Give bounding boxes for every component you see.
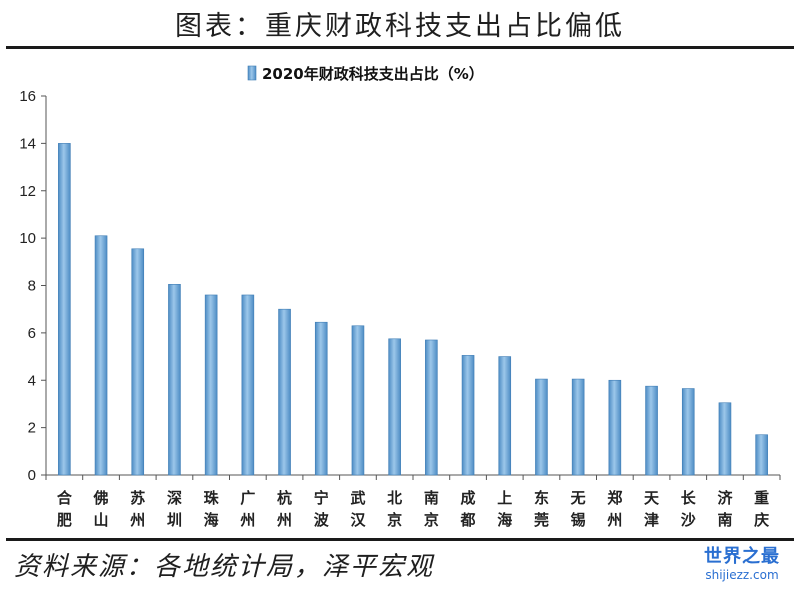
bar [351, 325, 365, 476]
bar [755, 434, 768, 476]
bar [535, 378, 548, 476]
y-tick-label: 6 [28, 325, 36, 342]
y-tick-label: 16 [19, 88, 36, 105]
x-tick-label: 佛山 [93, 489, 109, 529]
y-tick-label: 0 [28, 467, 36, 484]
bar [571, 378, 585, 476]
bar [681, 388, 695, 476]
x-tick-label: 上海 [497, 489, 512, 529]
bar [314, 321, 328, 476]
x-tick-label: 合肥 [56, 489, 73, 529]
x-tick-label: 郑州 [606, 489, 622, 529]
y-tick-label: 14 [19, 135, 36, 152]
bar [718, 402, 732, 476]
x-tick-label: 天津 [644, 489, 660, 529]
y-tick-label: 12 [19, 183, 36, 200]
x-tick-label: 苏州 [129, 489, 145, 529]
x-tick-label: 无锡 [570, 489, 586, 529]
bar [94, 235, 108, 476]
title-divider [6, 46, 794, 49]
bar [388, 338, 401, 476]
x-tick-label: 东莞 [534, 489, 549, 529]
bar [241, 294, 255, 476]
watermark-logo: 世界之最 shijiezz.com [692, 547, 792, 583]
x-tick-label: 广州 [239, 489, 255, 529]
watermark-url: shijiezz.com [705, 568, 779, 582]
x-tick-label: 杭州 [276, 489, 292, 529]
x-tick-label: 宁波 [314, 489, 330, 529]
x-tick-label: 珠海 [204, 489, 220, 529]
y-tick-label: 10 [19, 230, 36, 247]
y-tick-label: 4 [28, 372, 36, 389]
x-tick-label: 武汉 [350, 489, 366, 529]
legend-label: 2020年财政科技支出占比（%） [262, 65, 484, 83]
bar-chart: 0 2 4 6 8 10 12 14 16 合肥佛山苏州深圳珠海广州杭州宁波武汉北京南京成都上海… [19, 65, 781, 529]
y-tick-label: 2 [28, 420, 36, 437]
bar [461, 355, 475, 476]
source-note: 资料来源：各地统计局，泽平宏观 [14, 552, 435, 582]
bar [608, 379, 622, 476]
bar [58, 143, 71, 476]
bar [498, 356, 512, 476]
x-tick-label: 深圳 [167, 489, 182, 529]
bar [645, 385, 658, 476]
x-tick-label: 北京 [387, 489, 402, 529]
bar [131, 248, 145, 476]
x-tick-label: 成都 [460, 489, 476, 529]
bar [425, 339, 438, 476]
watermark-text: 世界之最 [704, 546, 780, 567]
x-tick-label: 济南 [717, 489, 733, 529]
x-tick-label: 重庆 [754, 489, 769, 529]
chart-title: 图表：重庆财政科技支出占比偏低 [175, 11, 625, 42]
bar [278, 308, 291, 476]
legend-swatch [247, 65, 257, 81]
y-tick-label: 8 [28, 278, 36, 295]
bar [204, 294, 218, 476]
footer-divider [6, 538, 794, 541]
x-tick-label: 南京 [424, 489, 439, 529]
x-tick-label: 长沙 [681, 489, 697, 529]
bar [168, 284, 181, 476]
